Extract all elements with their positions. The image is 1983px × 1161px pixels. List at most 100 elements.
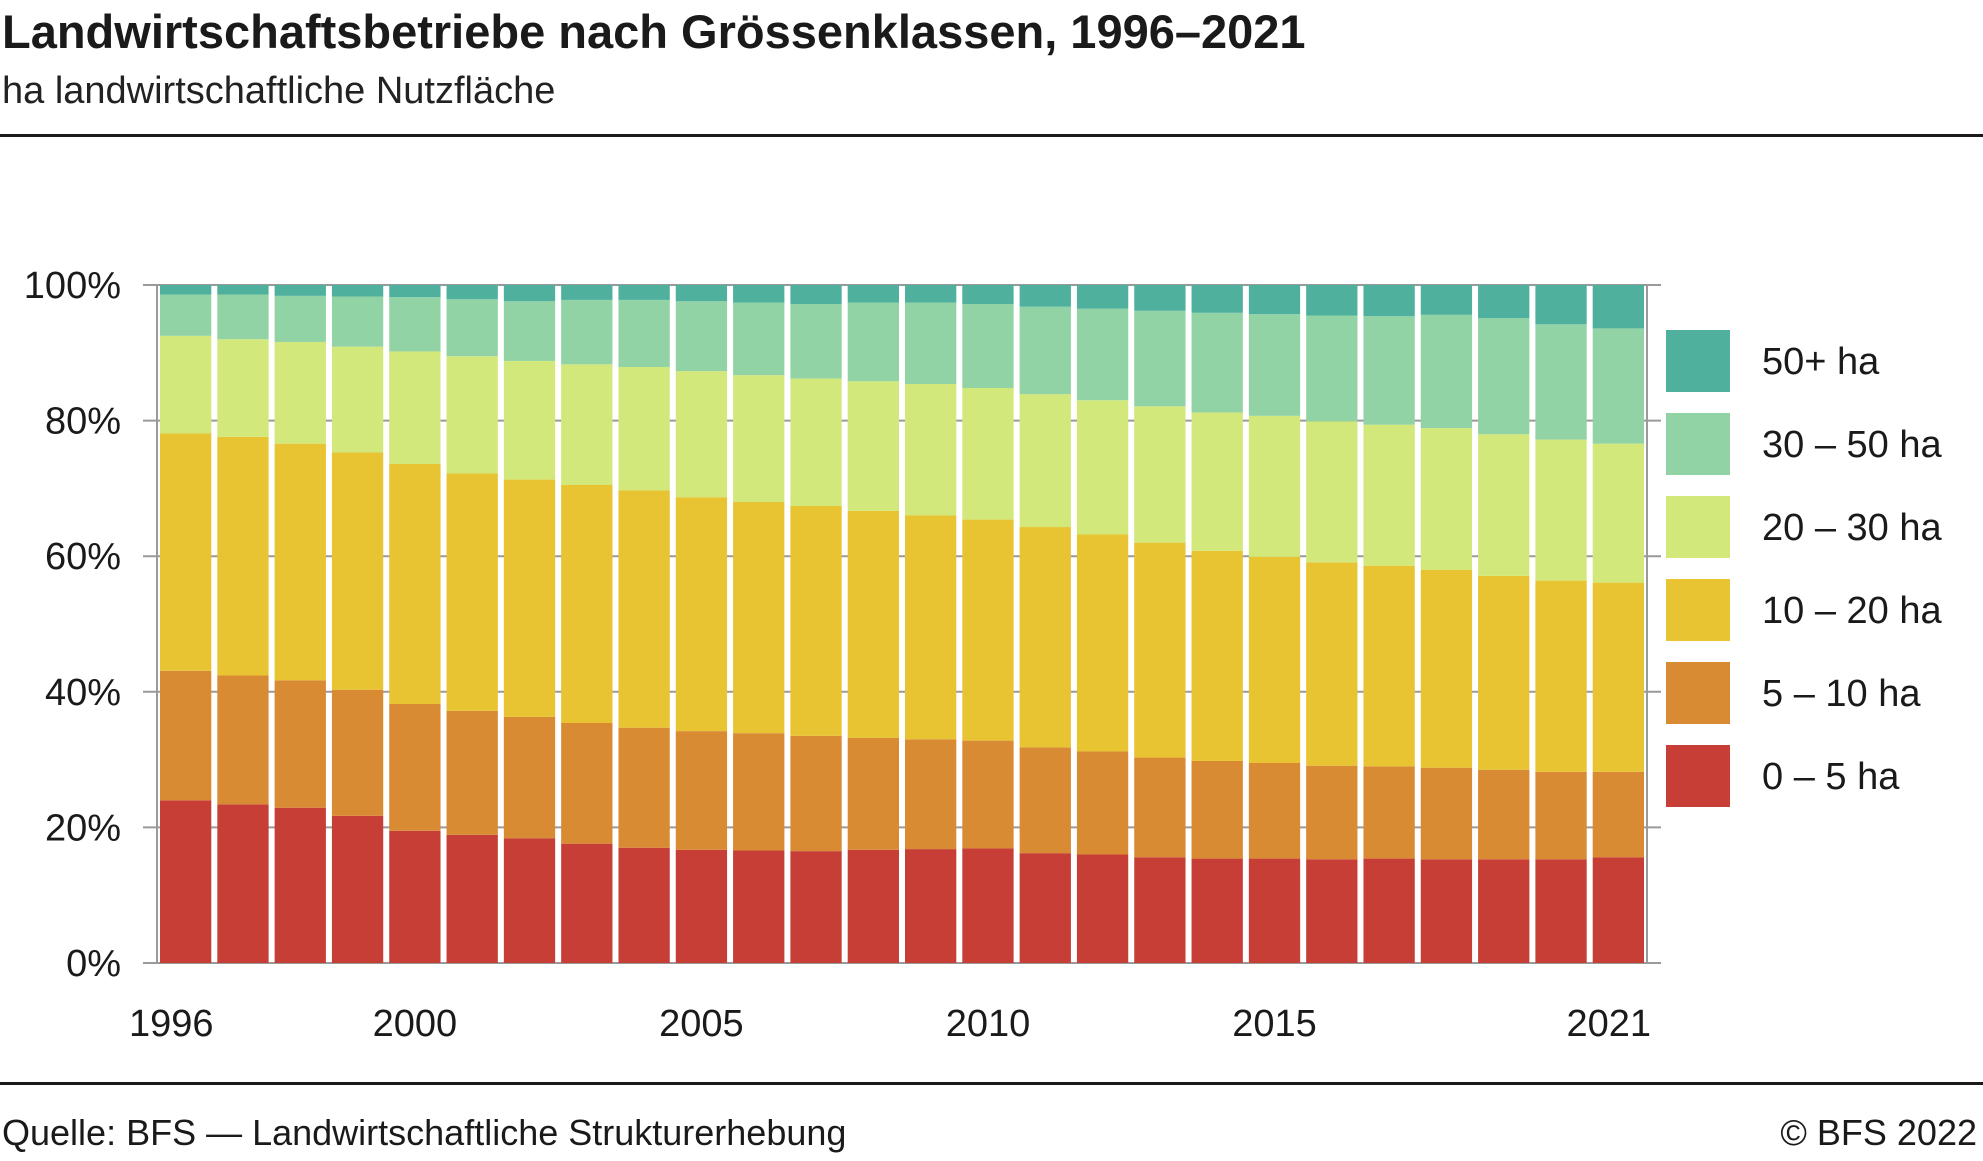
source-note: Quelle: BFS — Landwirtschaftliche Strukt… [2,1112,847,1153]
bar-stack-2019 [1478,285,1530,963]
chart-title: Landwirtschaftsbetriebe nach Grössenklas… [2,5,1306,58]
bar-segment [618,847,670,963]
bar-segment [446,710,498,835]
bar-segment [733,375,785,502]
bar-segment [1248,415,1301,557]
bar-segment [847,381,899,511]
bar-stack-2006 [733,285,785,963]
legend-label: 10 – 20 ha [1762,590,1942,632]
bar-segment [1478,285,1530,319]
legend-label: 20 – 30 ha [1762,507,1942,549]
bar-segment [389,351,441,464]
bar-segment [1019,306,1071,395]
x-axis: 1996 2000 2005 2010 2015 2021 [129,1003,1651,1045]
bar-segment [1076,285,1129,309]
bar-segment [905,383,957,516]
bar-stack-2021 [1592,285,1644,963]
bar-stack-2000 [389,285,441,963]
bar-segment [503,479,556,717]
bar-segment [1134,757,1186,858]
bar-segment [1191,285,1243,313]
bar-stack-1996 [160,285,212,963]
legend-item: 30 – 50 ha [1666,413,1942,475]
legend-label: 5 – 10 ha [1762,673,1921,715]
bar-stack-2001 [446,285,498,963]
x-tick-label: 2015 [1232,1003,1317,1045]
bar-segment [446,834,498,963]
x-tick-label: 2021 [1566,1003,1651,1045]
bar-segment [446,356,498,474]
bar-segment [561,285,613,300]
bar-segment [1134,542,1186,758]
bar-segment [1306,315,1358,422]
bar-segment [962,303,1014,389]
bar-segment [160,294,212,336]
copyright-note: © BFS 2022 [1780,1112,1977,1153]
bar-segment [160,670,212,801]
bar-segment [1076,534,1129,752]
bar-segment [160,335,212,434]
legend-label: 0 – 5 ha [1762,756,1900,798]
bar-segment [1134,310,1186,407]
bar-segment [847,302,899,382]
y-tick-label: 0% [66,943,121,985]
bar-segment [905,302,957,384]
bar-segment [847,737,899,850]
bar-stacks [160,285,1644,963]
bar-segment [905,285,957,303]
bar-segment [962,388,1014,520]
bar-segment [847,510,899,738]
bar-segment [1076,308,1129,401]
x-tick-label: 1996 [129,1003,214,1045]
bar-segment [1248,285,1301,315]
bar-stack-2018 [1420,285,1473,963]
bar-segment [675,301,728,372]
y-tick-label: 40% [45,672,121,714]
bar-segment [1535,285,1587,325]
bar-stack-2009 [905,285,957,963]
bar-segment [160,433,212,671]
bar-segment [503,716,556,839]
bar-stack-1997 [217,285,269,963]
bar-stack-2012 [1076,285,1129,963]
bar-segment [1592,771,1644,858]
bar-segment [1248,858,1301,963]
bar-segment [389,704,441,831]
bar-segment [274,443,326,681]
bar-segment [1478,575,1530,770]
bar-segment [905,739,957,850]
bar-stack-2010 [962,285,1014,963]
bar-segment [274,680,326,808]
y-tick-label: 20% [45,807,121,849]
legend-swatch [1666,330,1730,392]
bar-segment [905,515,957,740]
bar-segment [1019,527,1071,748]
legend-item: 20 – 30 ha [1666,496,1942,558]
legend-item: 10 – 20 ha [1666,579,1942,641]
bar-segment [331,689,384,816]
bar-segment [1363,766,1415,859]
legend-item: 0 – 5 ha [1666,745,1900,807]
bar-segment [733,501,785,734]
bar-segment [274,295,326,342]
bar-segment [1019,747,1071,854]
bar-segment [1478,318,1530,435]
bar-segment [962,519,1014,741]
bar-segment [331,285,384,297]
bar-stack-2017 [1363,285,1415,963]
bar-segment [446,473,498,711]
bar-segment [675,497,728,732]
bar-stack-2005 [675,285,728,963]
bar-segment [847,849,899,963]
legend-swatch [1666,413,1730,475]
bar-segment [160,285,212,295]
bar-segment [561,485,613,723]
bar-segment [790,851,842,963]
bar-segment [1478,769,1530,860]
bar-segment [1420,767,1473,860]
x-tick-label: 2010 [946,1003,1031,1045]
legend-item: 5 – 10 ha [1666,662,1921,724]
bar-segment [733,733,785,851]
bar-segment [1191,412,1243,551]
